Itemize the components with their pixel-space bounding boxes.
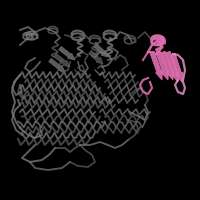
Polygon shape — [166, 51, 179, 82]
Polygon shape — [94, 44, 108, 57]
Polygon shape — [89, 51, 103, 64]
Polygon shape — [150, 51, 162, 80]
Polygon shape — [156, 51, 168, 80]
Polygon shape — [49, 58, 65, 72]
Polygon shape — [59, 46, 75, 60]
Polygon shape — [54, 53, 70, 67]
Polygon shape — [171, 53, 183, 82]
Polygon shape — [161, 51, 173, 80]
